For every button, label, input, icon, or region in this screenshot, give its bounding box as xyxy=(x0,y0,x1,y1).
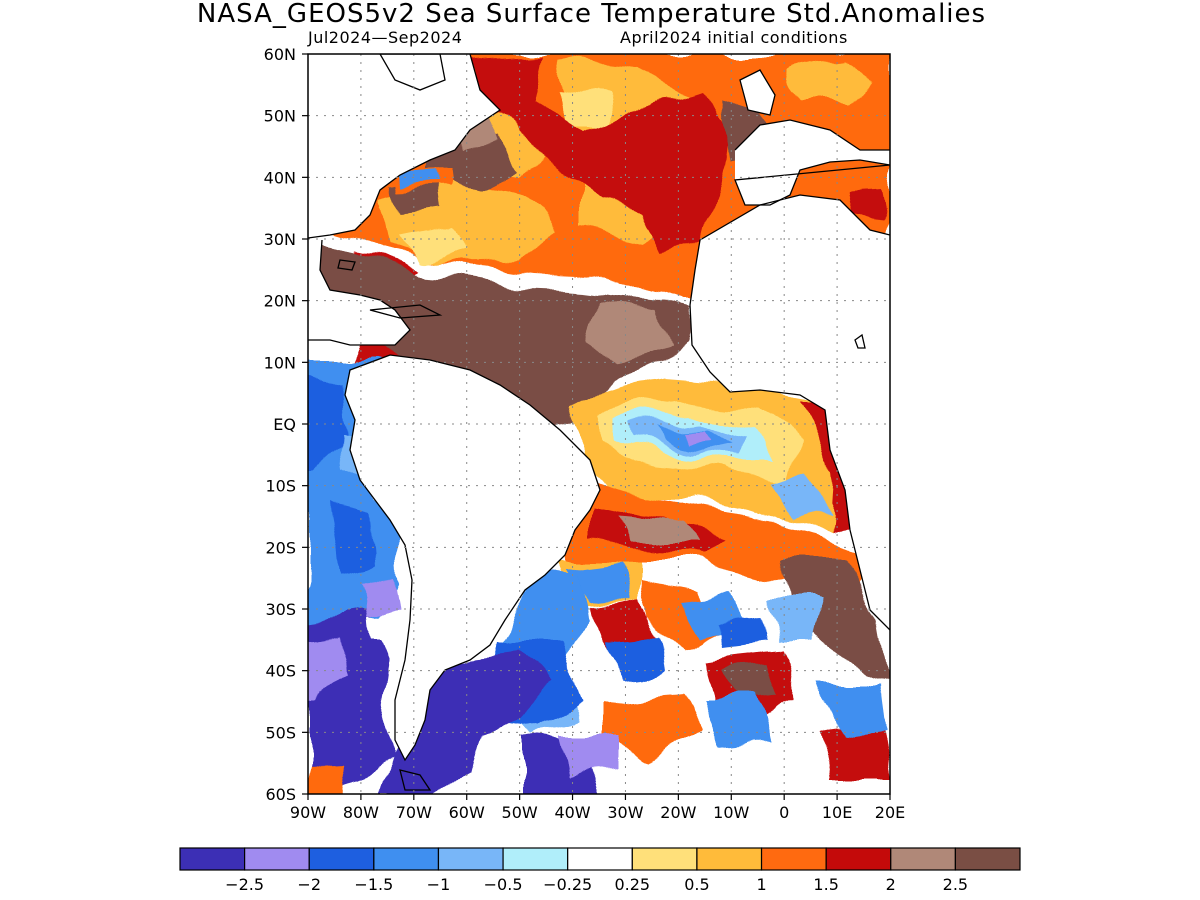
colorbar-label: 0.25 xyxy=(614,875,650,894)
colorbar-swatch xyxy=(825,847,892,871)
lat-tick-label: 40N xyxy=(264,168,296,187)
colorbar-swatch xyxy=(244,847,310,871)
colorbar-label: −0.25 xyxy=(543,875,592,894)
colorbar-label: 0.5 xyxy=(684,875,709,894)
lon-tick-label: 50W xyxy=(502,803,538,822)
lon-tick-label: 30W xyxy=(607,803,643,822)
colorbar-swatch xyxy=(760,847,827,871)
land-mask xyxy=(308,54,890,760)
lat-tick-label: 10N xyxy=(264,353,296,372)
colorbar-label: −1.5 xyxy=(354,875,393,894)
lat-tick-label: 30N xyxy=(264,230,296,249)
lon-tick-label: 90W xyxy=(290,803,326,822)
lat-tick-label: 60N xyxy=(264,45,296,64)
lon-tick-label: 70W xyxy=(396,803,432,822)
initial-conditions: April2024 initial conditions xyxy=(620,28,848,47)
axis-ticks xyxy=(302,53,891,800)
lat-tick-label: 10S xyxy=(265,477,296,496)
colorbar-swatch xyxy=(179,847,246,871)
lat-tick-label: 50N xyxy=(264,107,296,126)
longitude-labels: 90W 80W 70W 60W 50W 40W 30W 20W 10W 0 10E 20E xyxy=(290,803,905,822)
colorbar-label: −0.5 xyxy=(484,875,523,894)
latitude-labels: 60N 50N 40N 30N 20N 10N EQ 10S 20S 30S 40S 50S 60S xyxy=(264,45,296,804)
colorbar-swatch xyxy=(502,847,569,871)
colorbar-label: −1 xyxy=(427,875,451,894)
colorbar-swatch xyxy=(567,847,633,871)
coastlines xyxy=(308,54,890,791)
colorbar-label: −2.5 xyxy=(225,875,264,894)
lon-tick-label: 10W xyxy=(713,803,749,822)
map-title: NASA_GEOS5v2 Sea Surface Temperature Std… xyxy=(196,0,987,29)
colorbar-swatch xyxy=(308,847,375,871)
lat-tick-label: 20S xyxy=(265,538,296,557)
anomaly-field xyxy=(308,54,890,794)
lon-tick-label: 10E xyxy=(822,803,852,822)
colorbar-label: −2 xyxy=(297,875,321,894)
colorbar-swatch xyxy=(696,847,763,871)
lon-tick-label: 80W xyxy=(343,803,379,822)
lat-tick-label: 60S xyxy=(265,785,296,804)
colorbar-swatch xyxy=(437,847,504,871)
lat-tick-label: 50S xyxy=(265,723,296,742)
colorbar-label: 2 xyxy=(886,875,896,894)
lon-tick-label: 20E xyxy=(875,803,905,822)
colorbar-swatch xyxy=(631,847,698,871)
lat-tick-label: 20N xyxy=(264,292,296,311)
colorbar-labels: −2.5 −2 −1.5 −1 −0.5 −0.25 0.25 0.5 1 1.5 2 2.5 xyxy=(225,875,968,894)
colorbar-swatch xyxy=(373,847,440,871)
colorbar-label: 2.5 xyxy=(943,875,968,894)
lon-tick-label: 40W xyxy=(554,803,590,822)
colorbar xyxy=(179,847,1021,871)
gridlines xyxy=(308,54,890,794)
lon-tick-label: 60W xyxy=(449,803,485,822)
lon-tick-label: 20W xyxy=(660,803,696,822)
lon-tick-label: 0 xyxy=(779,803,789,822)
colorbar-swatch xyxy=(954,847,1021,871)
lat-tick-label: 30S xyxy=(265,600,296,619)
colorbar-label: 1 xyxy=(756,875,766,894)
lat-tick-label: EQ xyxy=(273,415,296,434)
forecast-period: Jul2024—Sep2024 xyxy=(308,28,463,47)
colorbar-swatch xyxy=(890,847,956,871)
lat-tick-label: 40S xyxy=(265,662,296,681)
colorbar-label: 1.5 xyxy=(813,875,838,894)
